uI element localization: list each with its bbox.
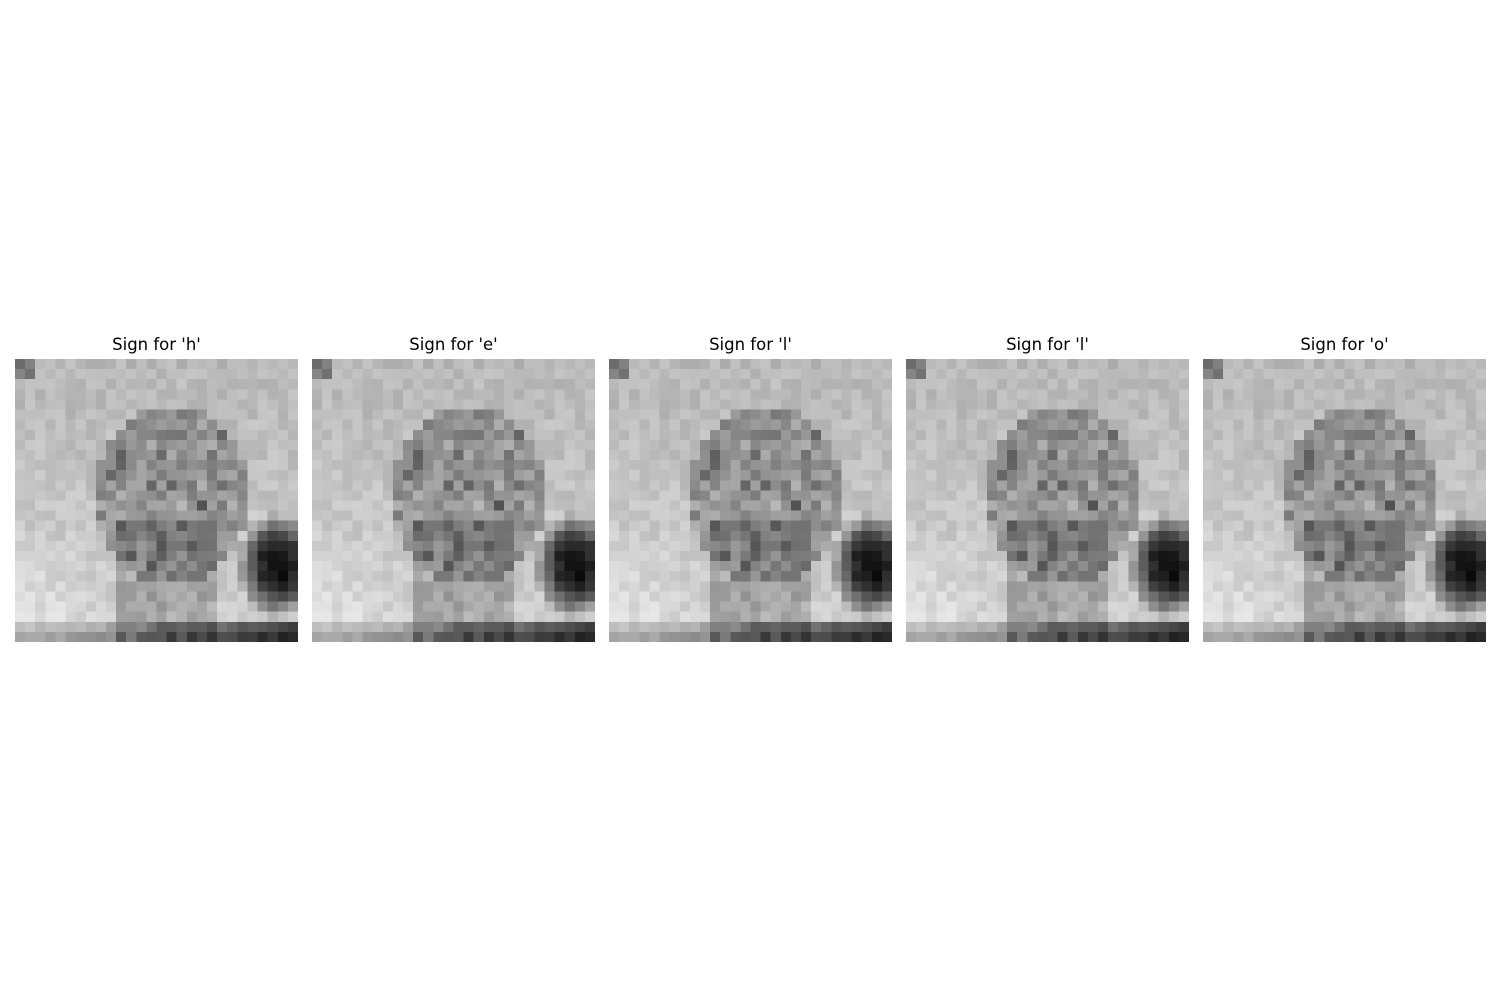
panel-title: Sign for 'o' [1300,335,1389,354]
sign-image [15,359,298,642]
panel-title: Sign for 'h' [112,335,201,354]
sign-panel-e: Sign for 'e' [312,331,595,642]
panel-title: Sign for 'l' [709,335,792,354]
sign-panel-l-2: Sign for 'l' [906,331,1189,642]
sign-image [312,359,595,642]
sign-panel-l: Sign for 'l' [609,331,892,642]
sign-image [1203,359,1486,642]
panel-title: Sign for 'l' [1006,335,1089,354]
sign-panel-h: Sign for 'h' [15,331,298,642]
panel-title: Sign for 'e' [409,335,498,354]
sign-panel-o: Sign for 'o' [1203,331,1486,642]
sign-image [906,359,1189,642]
sign-image [609,359,892,642]
